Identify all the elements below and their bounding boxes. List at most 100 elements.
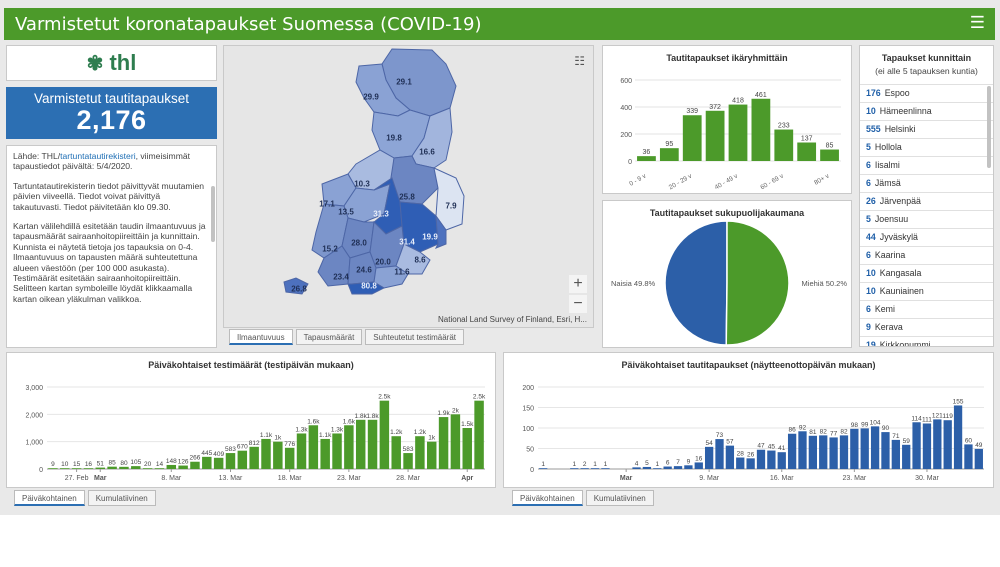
municipality-item[interactable]: 6 Kaarina bbox=[860, 246, 993, 264]
tab-cases-daily[interactable]: Päiväkohtainen bbox=[512, 490, 583, 506]
bar-value-label: 1.2k bbox=[390, 429, 403, 436]
age-chart: 0 200 400 600 36 95 339 372 418 461 233 137 85 0 - 9 … bbox=[620, 78, 841, 191]
x-tick-label: 0 - 9 v bbox=[628, 172, 648, 187]
municipality-item[interactable]: 555 Helsinki bbox=[860, 120, 993, 138]
tab-cases-cumulative[interactable]: Kumulatiivinen bbox=[585, 490, 654, 506]
hamburger-menu-icon[interactable]: ☰ bbox=[969, 13, 985, 32]
municipality-item[interactable]: 10 Hämeenlinna bbox=[860, 102, 993, 120]
municipality-name: Kangasala bbox=[879, 268, 922, 278]
tab-tests-daily[interactable]: Päiväkohtainen bbox=[14, 490, 85, 506]
bar-value-label: 26 bbox=[747, 451, 755, 458]
tab-ilmaantuvuus[interactable]: Ilmaantuvuus bbox=[229, 329, 293, 345]
daily-bar bbox=[71, 468, 82, 469]
thl-logo-text: thl bbox=[109, 50, 137, 75]
daily-bar bbox=[131, 466, 141, 469]
bar-value-label: 155 bbox=[953, 398, 964, 405]
municipality-item[interactable]: 176 Espoo bbox=[860, 84, 993, 102]
x-tick-label: 8. Mar bbox=[161, 475, 182, 482]
municipality-subtitle: (ei alle 5 tapauksen kuntia) bbox=[875, 66, 978, 76]
zoom-out-button[interactable]: − bbox=[569, 295, 587, 313]
y-tick-label: 0 bbox=[530, 467, 534, 474]
tab-tests-cumulative[interactable]: Kumulatiivinen bbox=[87, 490, 156, 506]
bar-value-label: 7 bbox=[676, 459, 680, 466]
pie-slice bbox=[664, 220, 728, 346]
municipality-item[interactable]: 5 Hollola bbox=[860, 138, 993, 156]
daily-bar bbox=[539, 468, 548, 469]
map-panel[interactable]: 29.1 29.9 19.8 16.6 10.3 25.8 17.1 13.5 31.3 7.9 1… bbox=[223, 45, 594, 328]
bar-value-label: 41 bbox=[778, 445, 786, 452]
legend-list-icon[interactable]: ☷ bbox=[574, 54, 585, 68]
finland-map[interactable] bbox=[224, 46, 594, 328]
daily-bar bbox=[474, 400, 484, 469]
bar-value-label: 776 bbox=[284, 441, 295, 448]
daily-bar bbox=[391, 436, 401, 469]
cases-chart-tabs: Päiväkohtainen Kumulatiivinen bbox=[512, 490, 654, 508]
y-tick-label: 400 bbox=[620, 105, 632, 112]
municipality-name: Joensuu bbox=[874, 214, 909, 224]
daily-bar bbox=[746, 458, 755, 469]
municipality-item[interactable]: 6 Kemi bbox=[860, 300, 993, 318]
municipality-name: Hollola bbox=[874, 142, 902, 152]
age-bar bbox=[705, 110, 725, 161]
municipality-count: 10 bbox=[866, 286, 876, 296]
pie-label-female: Naisia 49.8% bbox=[611, 279, 656, 288]
bar-value-label: 121 bbox=[932, 412, 943, 419]
daily-bar bbox=[415, 436, 425, 469]
bar-value-label: 1 bbox=[604, 461, 608, 468]
municipality-item[interactable]: 44 Jyväskylä bbox=[860, 228, 993, 246]
municipality-item[interactable]: 26 Järvenpää bbox=[860, 192, 993, 210]
municipality-item[interactable]: 6 Iisalmi bbox=[860, 156, 993, 174]
daily-bar bbox=[736, 457, 745, 469]
municipality-title: Tapaukset kunnittain bbox=[881, 53, 972, 63]
x-tick-label: Mar bbox=[94, 475, 107, 482]
map-region[interactable] bbox=[347, 281, 386, 295]
bar-value-label: 57 bbox=[726, 439, 734, 446]
municipality-item[interactable]: 10 Kangasala bbox=[860, 264, 993, 282]
bar-value-label: 812 bbox=[249, 440, 260, 447]
tab-suhteutetut-testimaarat[interactable]: Suhteutetut testimäärät bbox=[365, 329, 465, 345]
bar-value-label: 148 bbox=[166, 458, 177, 465]
x-tick-label: 20 - 29 v bbox=[668, 172, 694, 191]
daily-bar bbox=[829, 437, 838, 469]
bar-value-label: 5 bbox=[645, 460, 649, 467]
bar-value-label: 266 bbox=[190, 455, 201, 462]
zoom-in-button[interactable]: + bbox=[569, 275, 587, 293]
bar-value-label: 6 bbox=[666, 460, 670, 467]
map-region[interactable] bbox=[433, 167, 465, 231]
map-region-label: 28.0 bbox=[351, 238, 367, 248]
bar-value-label: 583 bbox=[403, 446, 414, 453]
tab-tapausmaarat[interactable]: Tapausmäärät bbox=[295, 329, 363, 345]
daily-bar bbox=[964, 444, 973, 469]
age-bar-label: 372 bbox=[709, 104, 721, 111]
municipality-count: 6 bbox=[866, 304, 871, 314]
municipality-item[interactable]: 19 Kirkkonummi bbox=[860, 336, 993, 346]
confirmed-cases-label: Varmistetut tautitapaukset bbox=[33, 91, 190, 106]
y-tick-label: 0 bbox=[628, 159, 632, 166]
bar-value-label: 105 bbox=[130, 459, 141, 466]
info-scrollbar[interactable] bbox=[211, 186, 215, 242]
municipality-item[interactable]: 6 Jämsä bbox=[860, 174, 993, 192]
daily-bar bbox=[344, 425, 354, 469]
municipality-item[interactable]: 5 Joensuu bbox=[860, 210, 993, 228]
daily-bar bbox=[273, 441, 283, 469]
map-region[interactable] bbox=[283, 277, 309, 295]
bar-value-label: 104 bbox=[870, 419, 881, 426]
bar-value-label: 81 bbox=[809, 429, 817, 436]
municipality-scrollbar[interactable] bbox=[987, 86, 991, 168]
municipality-item[interactable]: 10 Kauniainen bbox=[860, 282, 993, 300]
y-tick-label: 600 bbox=[620, 78, 632, 85]
municipality-name: Kerava bbox=[874, 322, 903, 332]
municipality-count: 6 bbox=[866, 160, 871, 170]
daily-bar bbox=[580, 468, 589, 469]
daily-bar bbox=[756, 449, 766, 469]
daily-bar bbox=[912, 422, 921, 469]
municipality-item[interactable]: 9 Kerava bbox=[860, 318, 993, 336]
x-tick-label: 23. Mar bbox=[337, 475, 361, 482]
daily-bar bbox=[590, 468, 600, 469]
map-region[interactable] bbox=[434, 214, 447, 249]
registry-link[interactable]: tartuntatautirekisteri bbox=[60, 151, 136, 161]
daily-bar bbox=[225, 453, 236, 469]
y-tick-label: 200 bbox=[620, 132, 632, 139]
